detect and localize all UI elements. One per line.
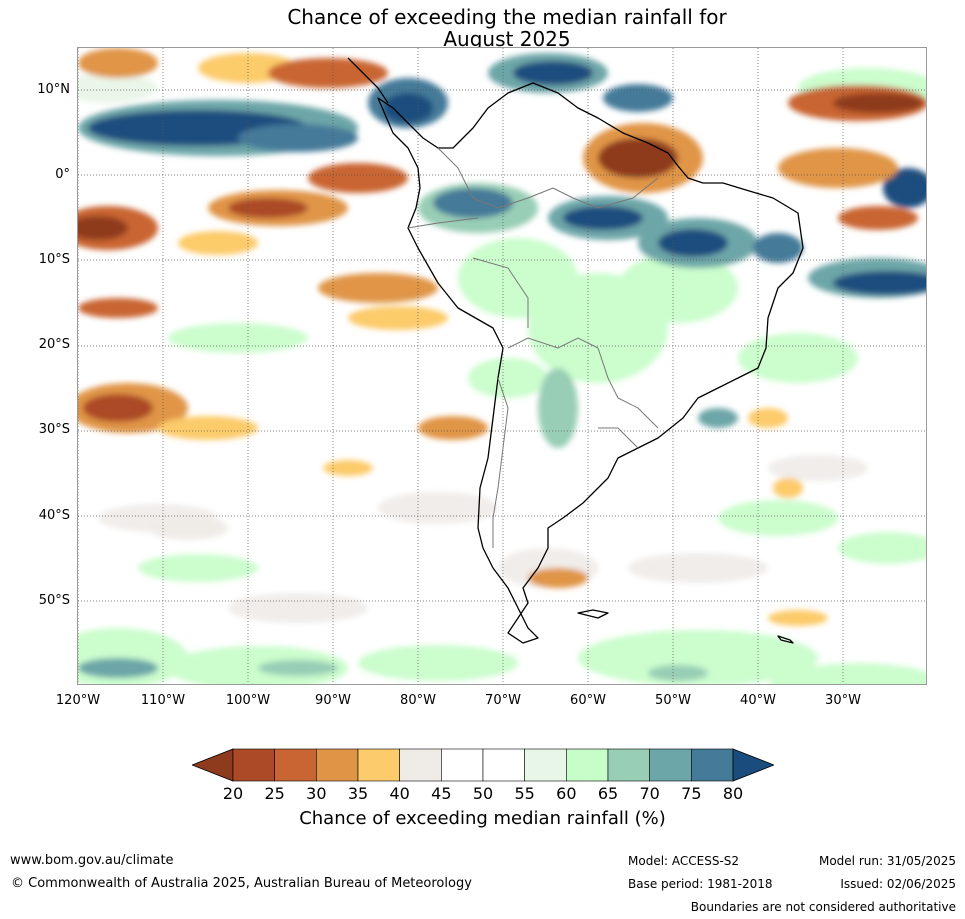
colorbar-swatch (482, 748, 525, 782)
colorbar-swatch (274, 748, 317, 782)
map-title-line-2: August 2025 (443, 27, 571, 51)
lat-tick-30s: 30°S (38, 422, 70, 437)
lat-tick-40s: 40°S (38, 508, 70, 523)
lon-tick-120w: 120°W (55, 693, 101, 708)
colorbar-swatch (566, 748, 609, 782)
south-america-coastline (377, 82, 804, 644)
colorbar-extension-high (732, 748, 774, 782)
colorbar-swatch (524, 748, 567, 782)
central-america-coastline (347, 57, 389, 104)
website-link[interactable]: www.bom.gov.au/climate (10, 853, 174, 868)
south-georgia (777, 635, 794, 644)
base-period: Base period: 1981-2018 (628, 877, 773, 891)
lon-tick-40w: 40°W (740, 693, 776, 708)
colorbar-tick-label: 60 (556, 784, 577, 803)
falkland-islands (577, 609, 609, 619)
lon-tick-90w: 90°W (315, 693, 351, 708)
lat-tick-50s: 50°S (38, 593, 70, 608)
colorbar-tick-label: 65 (597, 784, 619, 803)
issued-date: Issued: 02/06/2025 (840, 877, 956, 891)
model-name: Model: ACCESS-S2 (628, 854, 740, 868)
colorbar-tick-label: 75 (681, 784, 702, 803)
colorbar-swatch (399, 748, 442, 782)
country-borders (407, 147, 659, 548)
lon-tick-80w: 80°W (400, 693, 436, 708)
lon-tick-100w: 100°W (225, 693, 271, 708)
lon-tick-30w: 30°W (825, 693, 861, 708)
map-title-line-1: Chance of exceeding the median rainfall … (287, 5, 727, 29)
lon-tick-110w: 110°W (140, 693, 186, 708)
colorbar-tick-label: 25 (264, 784, 285, 803)
colorbar-tick-label: 50 (472, 784, 494, 803)
wet-anomaly-layer (78, 53, 926, 681)
colorbar-tick-label: 55 (514, 784, 535, 803)
map-canvas (78, 48, 926, 684)
colorbar-tick-label: 20 (222, 784, 244, 803)
lon-tick-60w: 60°W (570, 693, 606, 708)
copyright-text: © Commonwealth of Australia 2025, Austra… (11, 876, 472, 891)
lat-tick-0: 0° (55, 167, 70, 182)
model-run-date: Model run: 31/05/2025 (818, 854, 956, 868)
rainfall-field (78, 48, 926, 684)
boundaries-disclaimer: Boundaries are not considered authoritat… (690, 900, 956, 914)
colorbar-swatch (316, 748, 359, 782)
light-field-layer (78, 68, 926, 684)
colorbar-swatch (232, 748, 275, 782)
lat-tick-10s: 10°S (38, 252, 70, 267)
coastlines (347, 57, 804, 644)
colorbar-tick-label: 30 (306, 784, 327, 803)
colorbar-swatch (649, 748, 692, 782)
lon-tick-70w: 70°W (485, 693, 521, 708)
lat-tick-20s: 20°S (38, 337, 70, 352)
lon-tick-50w: 50°W (655, 693, 691, 708)
colorbar-tick-label: 35 (347, 784, 369, 803)
colorbar-title: Chance of exceeding median rainfall (%) (299, 808, 666, 829)
colorbar-swatch (441, 748, 484, 782)
colorbar-extension-low (192, 748, 234, 782)
colorbar-swatch (691, 748, 734, 782)
colorbar-tick-label: 40 (389, 784, 410, 803)
colorbar-swatch (607, 748, 650, 782)
lat-tick-10n: 10°N (37, 82, 70, 97)
colorbar-tick-label: 80 (722, 784, 744, 803)
colorbar-tick-label: 70 (639, 784, 660, 803)
map-title: Chance of exceeding the median rainfall … (0, 6, 965, 50)
colorbar-tick-label: 45 (431, 784, 452, 803)
colorbar-swatch (357, 748, 400, 782)
rainfall-probability-map (77, 47, 927, 685)
colorbar (192, 748, 774, 782)
